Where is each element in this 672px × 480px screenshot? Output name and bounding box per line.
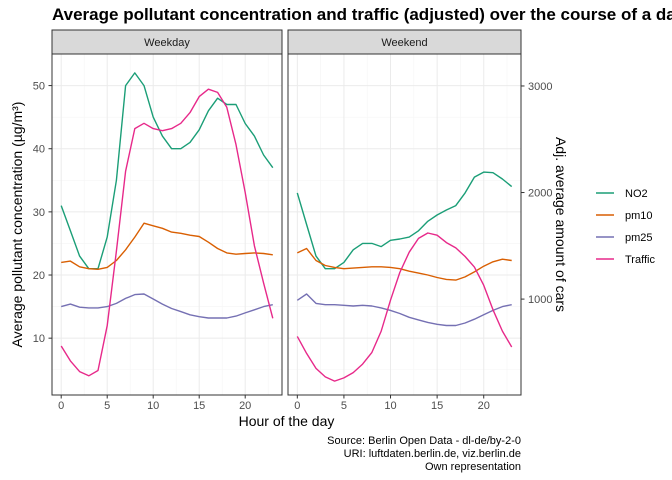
caption-line-3: Own representation xyxy=(425,461,521,473)
series-line-pm25-weekday xyxy=(61,293,273,319)
x-tick-label: 20 xyxy=(239,400,251,412)
x-axis-title: Hour of the day xyxy=(239,413,335,429)
panel-border-weekday xyxy=(51,53,283,396)
caption-line-2: URI: luftdaten.berlin.de, viz.berlin.de xyxy=(344,448,521,460)
y-axis-right: 1000 2000 3000 xyxy=(521,81,552,306)
series-line-no2-weekend xyxy=(296,171,513,270)
x-tick-label: 10 xyxy=(147,400,159,412)
x-tick-label: 5 xyxy=(341,400,347,412)
series-line-traffic-weekday xyxy=(60,88,274,377)
y-tick-label: 10 xyxy=(33,333,45,345)
grid-weekend xyxy=(288,53,521,395)
strip-weekend xyxy=(287,29,522,55)
series-line-pm25-weekend xyxy=(296,293,512,327)
x-axis-weekday: 0 5 10 15 20 xyxy=(58,395,251,412)
x-tick-label: 5 xyxy=(104,400,110,412)
y-tick-label: 50 xyxy=(33,81,45,93)
legend-label-traffic: Traffic xyxy=(625,254,655,266)
x-tick-label: 20 xyxy=(478,400,490,412)
y2-tick-label: 1000 xyxy=(528,294,552,306)
strip-label-weekend: Weekend xyxy=(381,37,427,49)
chart-title: Average pollutant concentration and traf… xyxy=(52,5,672,24)
y-axis-title: Average pollutant concentration (µg/m³) xyxy=(9,102,25,348)
x-tick-label: 0 xyxy=(294,400,300,412)
grid-weekday xyxy=(52,53,282,395)
plot-background-weekday xyxy=(52,54,282,395)
strip-weekday xyxy=(51,29,283,55)
y-axis-left: 10 20 30 40 50 xyxy=(33,81,52,345)
caption-line-1: Source: Berlin Open Data - dl-de/by-2-0 xyxy=(327,435,521,447)
y-tick-label: 20 xyxy=(33,270,45,282)
x-tick-label: 0 xyxy=(58,400,64,412)
series-line-pm10-weekday xyxy=(61,222,273,270)
legend-label-pm10: pm10 xyxy=(625,210,653,222)
legend: NO2 pm10 pm25 Traffic xyxy=(596,188,655,266)
x-tick-label: 15 xyxy=(431,400,443,412)
legend-label-no2: NO2 xyxy=(625,188,648,200)
y2-axis-title: Adj. average amount of cars xyxy=(553,137,569,312)
y-tick-label: 40 xyxy=(33,144,45,156)
y2-tick-label: 2000 xyxy=(528,188,552,200)
lines-weekday xyxy=(60,72,274,377)
panel-border-weekend xyxy=(287,53,522,396)
x-axis-weekend: 0 5 10 15 20 xyxy=(294,395,490,412)
series-line-traffic-weekend xyxy=(296,232,513,382)
legend-label-pm25: pm25 xyxy=(625,232,653,244)
y-tick-label: 30 xyxy=(33,207,45,219)
strip-label-weekday: Weekday xyxy=(144,37,190,49)
lines-weekend xyxy=(296,171,513,382)
panel-weekend: Weekend 0 5 10 15 20 xyxy=(287,29,522,412)
plot-background-weekend xyxy=(288,54,521,395)
panel-weekday: Weekday 0 5 10 15 20 xyxy=(51,29,283,412)
y2-tick-label: 3000 xyxy=(528,81,552,93)
x-tick-label: 15 xyxy=(193,400,205,412)
x-tick-label: 10 xyxy=(384,400,396,412)
